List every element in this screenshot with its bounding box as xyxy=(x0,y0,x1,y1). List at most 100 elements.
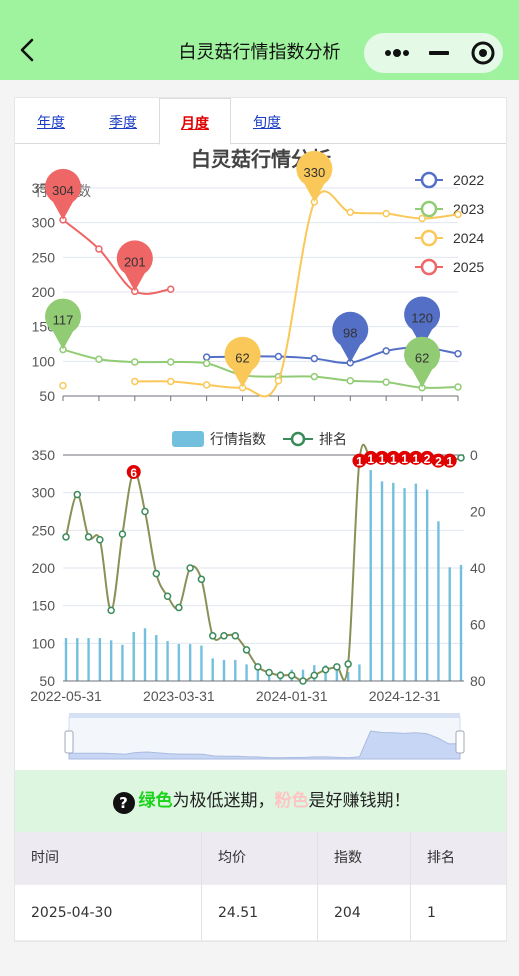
data-point xyxy=(454,210,462,219)
rank-point xyxy=(84,533,93,541)
index-bar xyxy=(358,664,361,681)
max-marker-label: 330 xyxy=(304,165,326,180)
zoom-slider-bar xyxy=(69,713,460,718)
data-point xyxy=(131,377,139,386)
series-2024: 2024 xyxy=(59,190,484,398)
minimize-icon xyxy=(429,51,449,55)
rank-point xyxy=(310,671,319,680)
index-bar xyxy=(414,483,418,681)
index-bar xyxy=(301,669,305,681)
rank-point xyxy=(220,632,228,640)
max-marker-pin xyxy=(404,296,441,348)
legend-marker xyxy=(290,431,306,447)
rank-point xyxy=(457,454,465,462)
data-point xyxy=(274,352,283,361)
rank-point xyxy=(333,663,341,671)
more-dots-icon xyxy=(385,49,409,57)
y-tick-label: 300 xyxy=(32,215,56,231)
rank-point xyxy=(276,671,285,680)
legend-label: 2022 xyxy=(453,172,484,188)
rank-badge-label: 2 xyxy=(435,455,442,469)
index-bar xyxy=(87,638,90,681)
index-bar xyxy=(200,645,203,681)
minimize-button[interactable] xyxy=(416,33,462,73)
rank-point xyxy=(163,592,172,600)
data-point xyxy=(202,359,211,368)
data-point xyxy=(310,372,319,381)
data-point xyxy=(454,383,462,391)
hint-pink-word: 粉色 xyxy=(274,791,309,811)
index-bar xyxy=(245,664,248,681)
content-card: 年度 季度 月度 旬度 白灵菇行情分析行情指数50100150200250300… xyxy=(14,97,507,942)
menu-capsule xyxy=(364,33,503,73)
legend-marker xyxy=(420,229,438,247)
index-bar xyxy=(392,482,395,681)
min-marker-pin xyxy=(224,336,261,388)
index-bar xyxy=(459,564,463,681)
min-marker-label: 62 xyxy=(235,351,249,366)
index-bar xyxy=(177,644,181,681)
rank-point xyxy=(175,603,183,612)
data-point xyxy=(310,354,319,363)
y-right-tick-label: 20 xyxy=(470,504,486,520)
rank-badge-label: 1 xyxy=(390,452,397,466)
rank-point xyxy=(62,533,70,541)
rank-badge xyxy=(352,453,367,468)
more-menu-button[interactable] xyxy=(374,33,420,73)
series-line xyxy=(134,190,459,398)
table-header-cell: 排名 xyxy=(427,850,455,866)
hint-green-word: 绿色 xyxy=(138,791,173,811)
x-tick-label: 2023-03-31 xyxy=(143,688,215,704)
rank-point xyxy=(73,490,82,499)
back-arrow-icon[interactable] xyxy=(14,36,42,64)
tab-year[interactable]: 年度 xyxy=(37,115,65,131)
data-point xyxy=(202,353,211,361)
tab-dekad[interactable]: 旬度 xyxy=(253,115,281,131)
rank-point xyxy=(254,663,262,671)
rank-badge xyxy=(375,450,389,465)
max-marker-label: 120 xyxy=(411,310,433,325)
tab-quarter[interactable]: 季度 xyxy=(109,115,137,131)
index-bar xyxy=(335,668,339,681)
index-bar xyxy=(234,659,237,681)
zoom-handle-right xyxy=(455,730,465,754)
rank-badge xyxy=(386,450,401,465)
index-bar xyxy=(222,659,226,681)
data-point xyxy=(166,358,175,366)
max-marker-label: 304 xyxy=(52,183,74,198)
x-tick-label: 2024-01-31 xyxy=(256,688,328,704)
y-left-tick-label: 100 xyxy=(32,635,56,651)
rank-point xyxy=(118,530,127,538)
data-point xyxy=(166,377,175,386)
y-left-tick-label: 250 xyxy=(32,522,56,538)
data-point xyxy=(346,208,355,217)
rank-point xyxy=(321,665,330,674)
table-header-cell: 时间 xyxy=(15,832,202,885)
rank-badge-label: 6 xyxy=(130,466,137,480)
tab-month[interactable]: 月度 xyxy=(159,98,231,145)
rank-point xyxy=(141,507,149,516)
index-bar xyxy=(437,521,440,681)
y-left-tick-label: 150 xyxy=(32,598,56,614)
table-cell: 1 xyxy=(427,905,436,921)
legend-label: 排名 xyxy=(319,432,347,448)
min-marker-label: 201 xyxy=(124,254,146,269)
y-right-tick-label: 40 xyxy=(470,560,486,576)
period-tabs: 年度 季度 月度 旬度 xyxy=(15,98,506,145)
y-left-tick-label: 350 xyxy=(32,447,56,463)
max-marker-pin xyxy=(45,298,81,350)
rank-point xyxy=(152,569,161,578)
min-marker-pin xyxy=(332,311,369,363)
rank-badge-label: 1 xyxy=(356,455,363,469)
question-icon: ? xyxy=(112,792,135,814)
table-row[interactable]: 2025-04-30 24.51 204 1 xyxy=(15,885,506,941)
data-point xyxy=(95,245,103,253)
index-bar xyxy=(403,488,406,681)
rank-badge-label: 1 xyxy=(446,455,453,469)
y-tick-label: 200 xyxy=(32,284,56,300)
table-cell: 24.51 xyxy=(202,885,318,941)
rank-badge xyxy=(363,450,378,465)
rank-point xyxy=(344,660,352,668)
zoom-slider-area xyxy=(68,730,461,760)
close-app-button[interactable] xyxy=(460,33,506,73)
